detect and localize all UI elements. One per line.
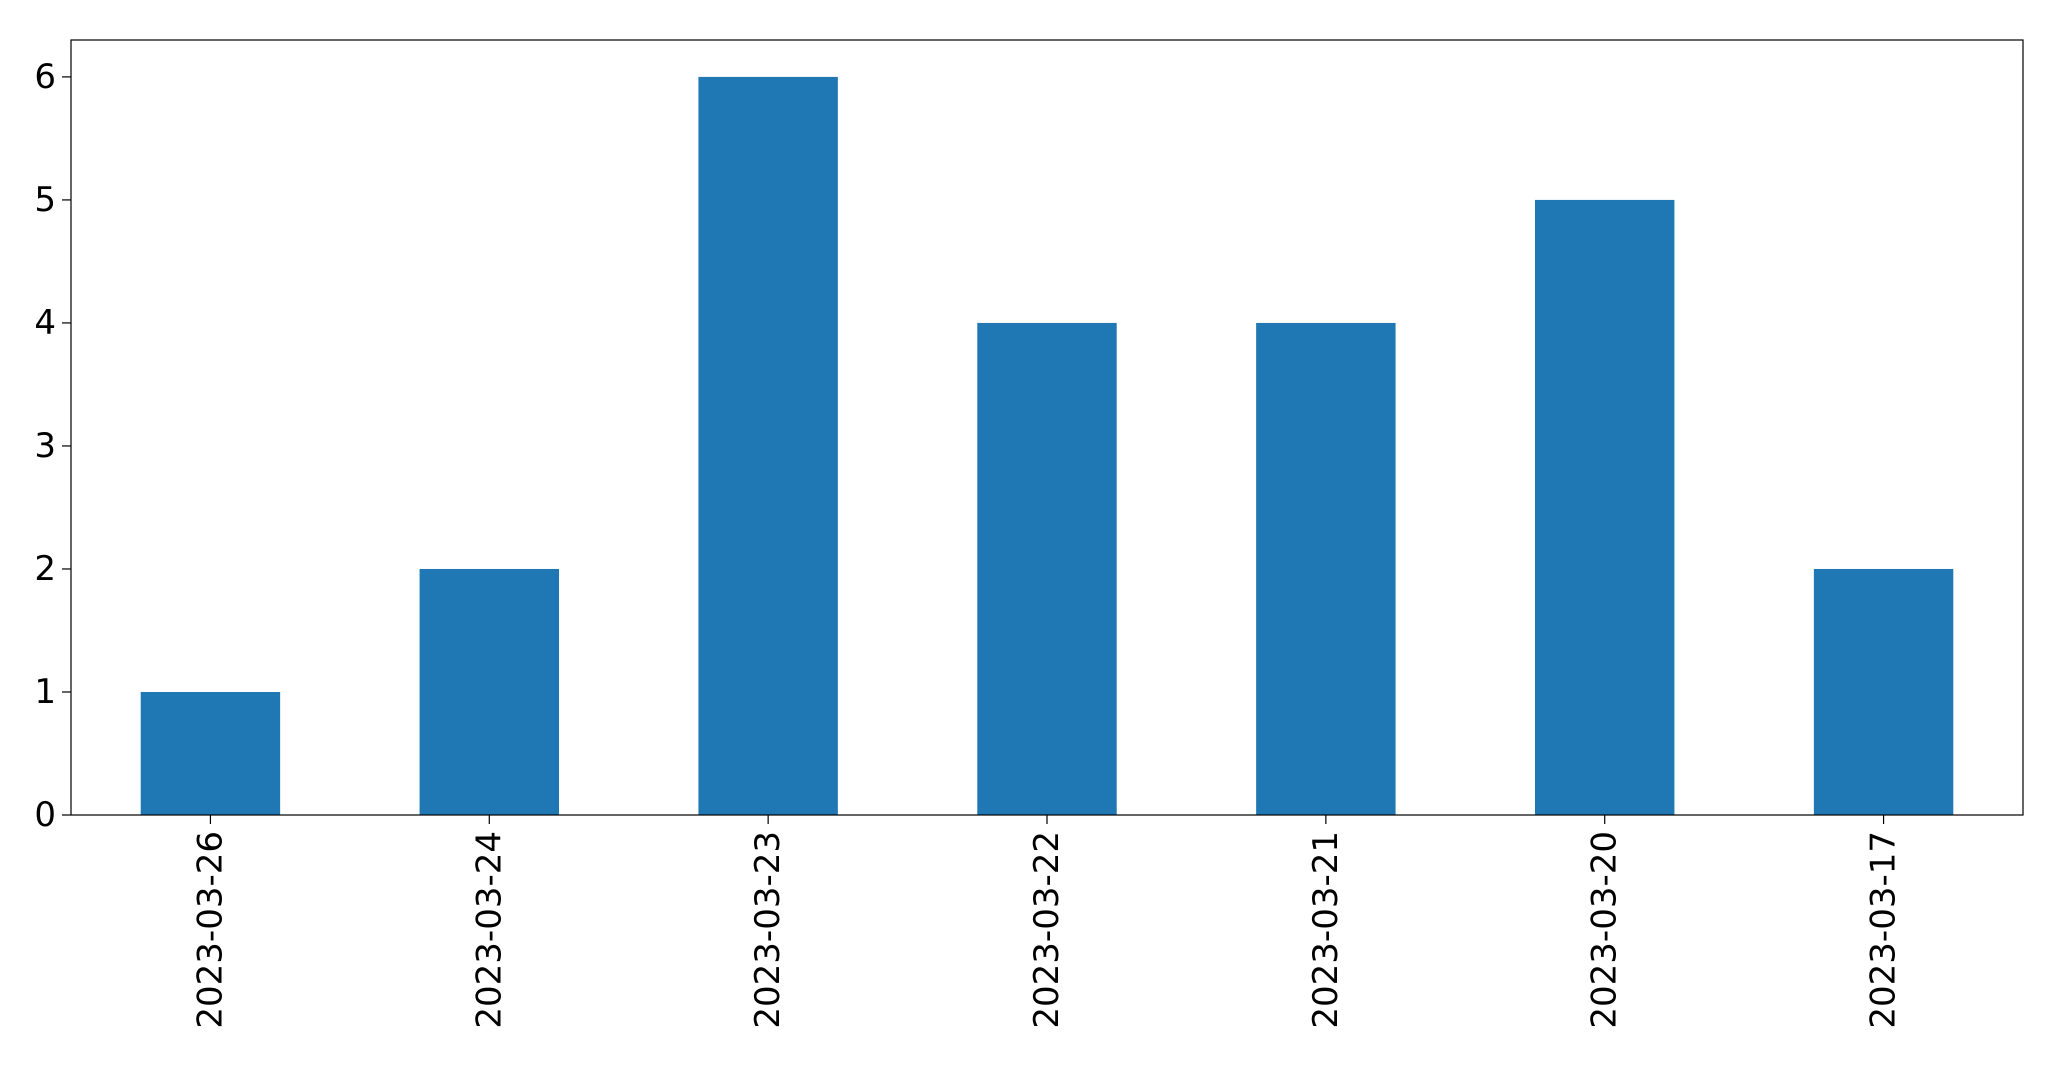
y-tick-label-1: 1 bbox=[34, 672, 56, 712]
x-tick-label-2023-03-20: 2023-03-20 bbox=[1585, 831, 1625, 1029]
bar-2023-03-23 bbox=[698, 76, 838, 815]
x-tick-label-2023-03-23: 2023-03-23 bbox=[748, 831, 788, 1029]
x-axis-ticks: 2023-03-26 2023-03-24 2023-03-23 2023-03-22… bbox=[190, 815, 1904, 1029]
bar-2023-03-26 bbox=[140, 691, 281, 815]
y-tick-label-5: 5 bbox=[34, 180, 56, 220]
y-axis-ticks: 0 1 2 3 4 5 6 bbox=[34, 57, 71, 835]
bar-2023-03-20 bbox=[1535, 199, 1675, 815]
y-tick-label-4: 4 bbox=[34, 303, 56, 343]
plot-frame bbox=[70, 39, 2024, 816]
bar-2023-03-22 bbox=[977, 322, 1117, 815]
x-tick-label-2023-03-26: 2023-03-26 bbox=[190, 831, 230, 1029]
y-tick-label-3: 3 bbox=[34, 426, 56, 466]
x-tick-label-2023-03-24: 2023-03-24 bbox=[469, 831, 509, 1029]
bar-2023-03-24 bbox=[419, 568, 559, 815]
x-tick-label-2023-03-17: 2023-03-17 bbox=[1864, 831, 1904, 1029]
y-tick-label-6: 6 bbox=[34, 57, 56, 97]
bar-2023-03-17 bbox=[1813, 568, 1954, 815]
y-tick-label-0: 0 bbox=[34, 795, 56, 835]
bar-2023-03-21 bbox=[1256, 322, 1396, 815]
bars-layer bbox=[140, 76, 1954, 815]
x-tick-label-2023-03-22: 2023-03-22 bbox=[1027, 831, 1067, 1029]
x-tick-label-2023-03-21: 2023-03-21 bbox=[1306, 831, 1346, 1029]
y-tick-label-2: 2 bbox=[34, 549, 56, 589]
